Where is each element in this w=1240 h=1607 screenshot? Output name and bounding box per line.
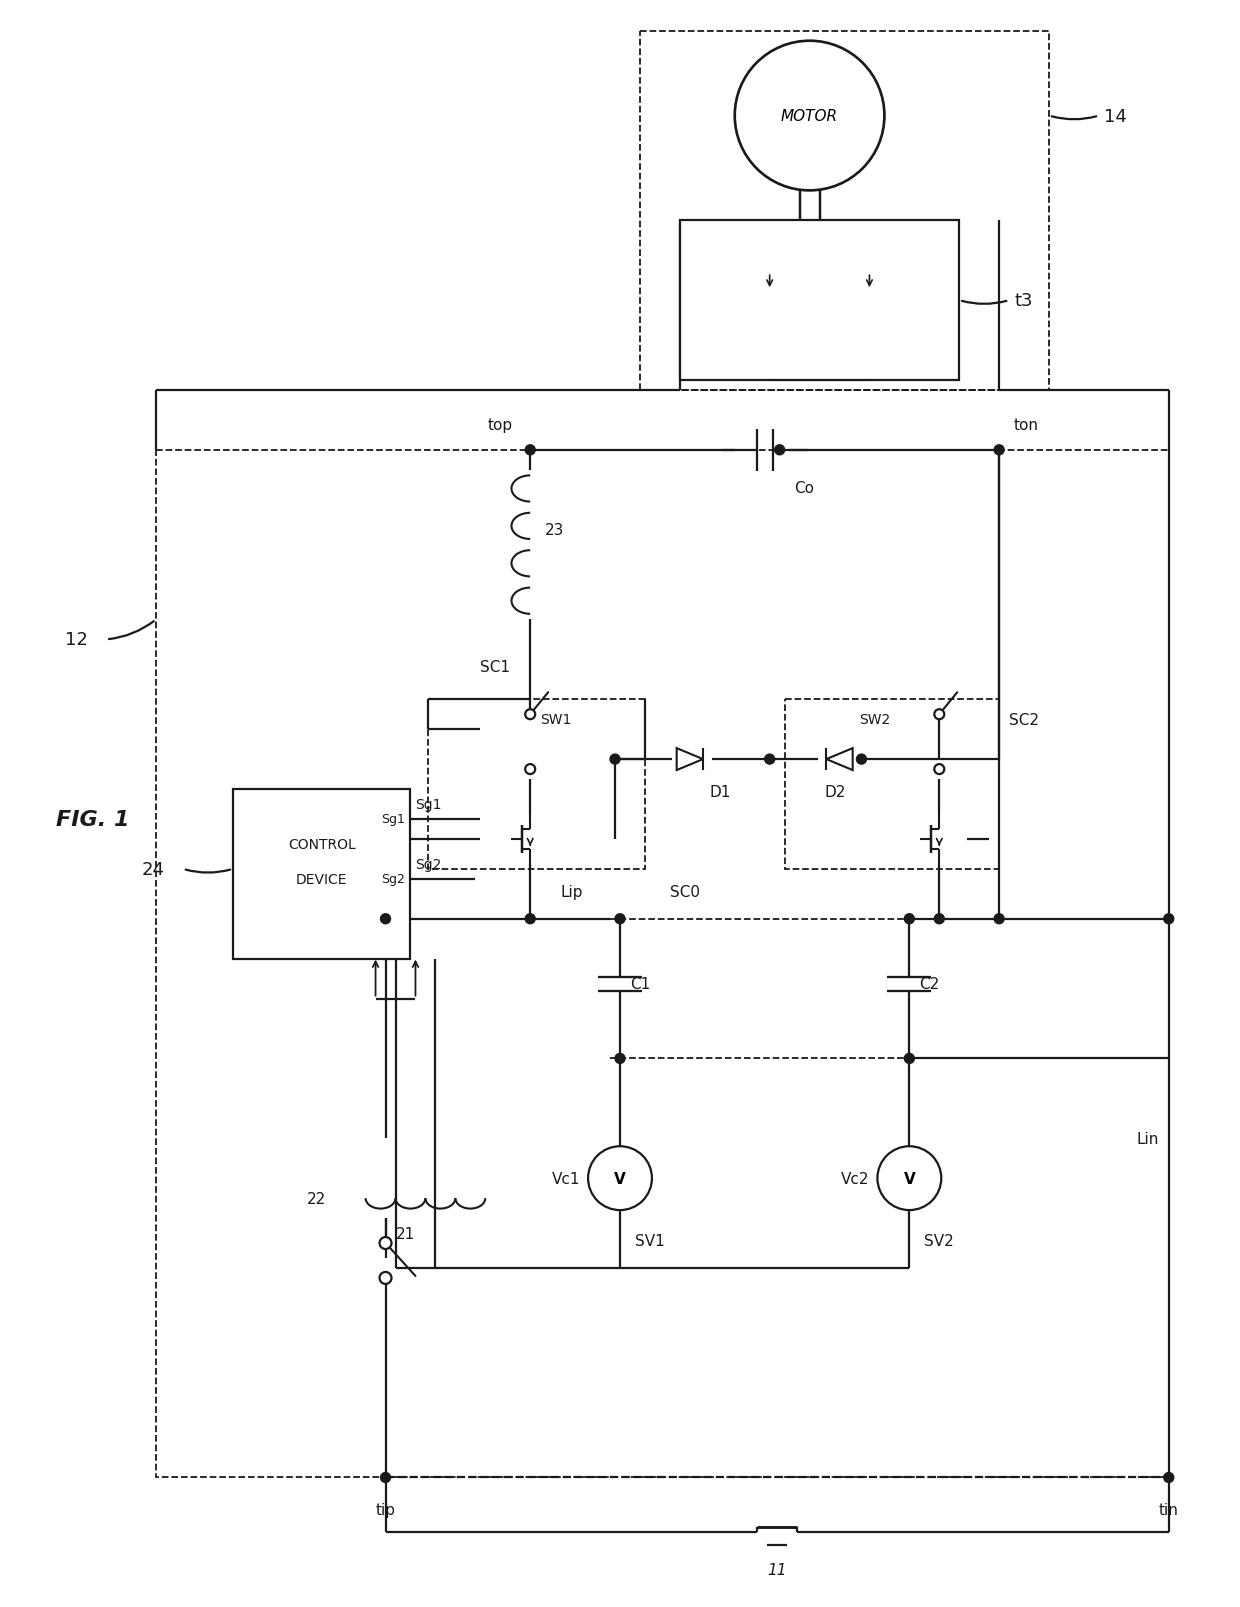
Text: Vc2: Vc2 [841, 1172, 869, 1186]
Text: 22: 22 [306, 1191, 326, 1205]
Text: Lip: Lip [560, 884, 583, 900]
Bar [785, 699, 999, 869]
Text: SC2: SC2 [1009, 712, 1039, 728]
Text: D1: D1 [709, 784, 732, 800]
Text: 12: 12 [64, 632, 88, 649]
Text: t3: t3 [1014, 292, 1033, 310]
Text: SW1: SW1 [541, 714, 572, 726]
Text: DEVICE: DEVICE [296, 873, 347, 887]
Text: V: V [614, 1172, 626, 1186]
Text: V: V [904, 1172, 915, 1186]
Text: 23: 23 [546, 522, 564, 538]
Circle shape [735, 42, 884, 191]
Text: SW2: SW2 [859, 714, 890, 726]
Circle shape [994, 445, 1004, 455]
Circle shape [994, 914, 1004, 924]
Circle shape [934, 765, 945, 775]
Circle shape [775, 445, 785, 455]
Circle shape [878, 1146, 941, 1210]
Circle shape [588, 1146, 652, 1210]
Text: top: top [487, 418, 513, 432]
Text: Vc1: Vc1 [552, 1172, 580, 1186]
Text: tin: tin [1159, 1503, 1179, 1517]
Circle shape [615, 1054, 625, 1064]
Text: Sg1: Sg1 [382, 813, 405, 826]
Circle shape [904, 914, 914, 924]
Text: Sg2: Sg2 [382, 873, 405, 885]
Text: ton: ton [1014, 418, 1039, 432]
Circle shape [857, 755, 867, 765]
Text: 24: 24 [141, 860, 165, 879]
Text: C1: C1 [630, 977, 650, 992]
Circle shape [1164, 914, 1174, 924]
Circle shape [934, 710, 945, 720]
Text: C2: C2 [919, 977, 940, 992]
Circle shape [381, 914, 391, 924]
Circle shape [526, 710, 536, 720]
Circle shape [934, 914, 945, 924]
Text: 14: 14 [1104, 108, 1127, 125]
Circle shape [381, 1472, 391, 1483]
Text: 11: 11 [768, 1562, 787, 1578]
Circle shape [526, 914, 536, 924]
Text: SC1: SC1 [480, 660, 510, 675]
Text: MOTOR: MOTOR [781, 109, 838, 124]
Circle shape [610, 755, 620, 765]
Circle shape [379, 1237, 392, 1249]
Circle shape [526, 445, 536, 455]
Text: SC0: SC0 [670, 884, 699, 900]
Text: FIG. 1: FIG. 1 [56, 810, 130, 829]
Text: D2: D2 [825, 784, 846, 800]
Text: 21: 21 [396, 1226, 414, 1241]
Text: Sg2: Sg2 [415, 857, 441, 871]
Circle shape [904, 1054, 914, 1064]
Text: Co: Co [795, 480, 815, 495]
Bar [233, 789, 410, 959]
Text: tip: tip [376, 1503, 396, 1517]
Circle shape [765, 755, 775, 765]
Circle shape [526, 765, 536, 775]
Text: SV1: SV1 [635, 1233, 665, 1249]
Text: CONTROL: CONTROL [288, 837, 356, 852]
Circle shape [615, 914, 625, 924]
Text: Sg1: Sg1 [415, 797, 441, 812]
Bar [429, 699, 645, 869]
Bar [156, 391, 1169, 1477]
Text: Lin: Lin [1136, 1131, 1159, 1146]
Text: SV2: SV2 [924, 1233, 954, 1249]
Bar [640, 32, 1049, 391]
Bar [680, 222, 960, 381]
Circle shape [379, 1273, 392, 1284]
Circle shape [1164, 1472, 1174, 1483]
